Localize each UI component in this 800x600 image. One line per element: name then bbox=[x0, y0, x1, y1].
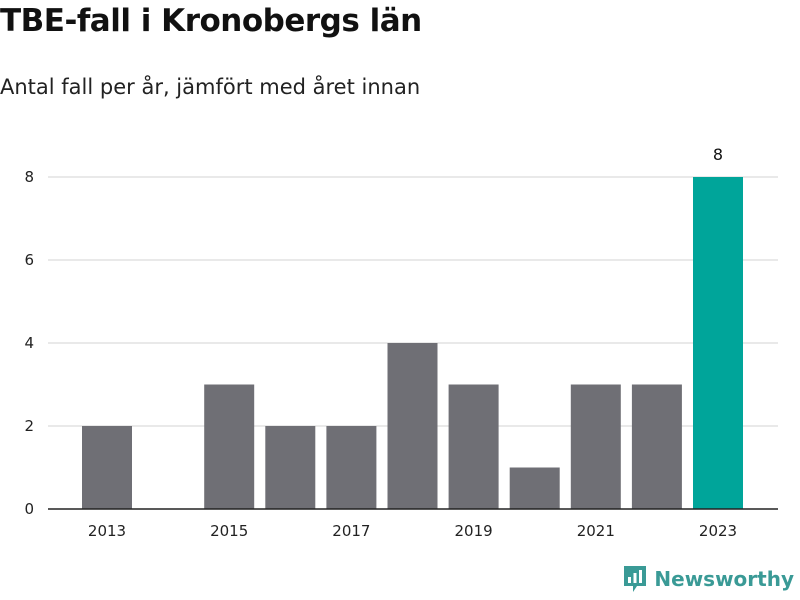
x-tick-label: 2019 bbox=[455, 522, 493, 540]
bar-2020 bbox=[509, 467, 560, 509]
chart-subtitle: Antal fall per år, jämfört med året inna… bbox=[0, 75, 421, 99]
bar-2016 bbox=[265, 426, 316, 509]
bar-2023 bbox=[693, 177, 743, 509]
data-label: 8 bbox=[713, 145, 723, 164]
chart-title: TBE-fall i Kronobergs län bbox=[0, 3, 422, 39]
bar-2017 bbox=[326, 426, 377, 509]
y-tick-label: 8 bbox=[24, 168, 34, 186]
y-tick-label: 4 bbox=[24, 334, 34, 352]
x-tick-label: 2017 bbox=[332, 522, 370, 540]
bar-2015 bbox=[204, 384, 255, 509]
x-tick-label: 2013 bbox=[88, 522, 126, 540]
y-tick-label: 0 bbox=[24, 500, 34, 518]
y-tick-label: 2 bbox=[24, 417, 34, 435]
bar-2018 bbox=[387, 343, 438, 509]
bar-chart-bubble-icon bbox=[624, 566, 647, 592]
bar-2021 bbox=[570, 384, 621, 509]
brand-name: Newsworthy bbox=[654, 567, 794, 591]
bar-2013 bbox=[82, 426, 132, 509]
brand-logo: Newsworthy bbox=[622, 564, 794, 594]
x-tick-label: 2015 bbox=[210, 522, 248, 540]
y-tick-label: 6 bbox=[24, 251, 34, 269]
bar-2022 bbox=[631, 384, 682, 509]
bar-2019 bbox=[448, 384, 499, 509]
x-tick-label: 2021 bbox=[577, 522, 615, 540]
x-tick-label: 2023 bbox=[699, 522, 737, 540]
